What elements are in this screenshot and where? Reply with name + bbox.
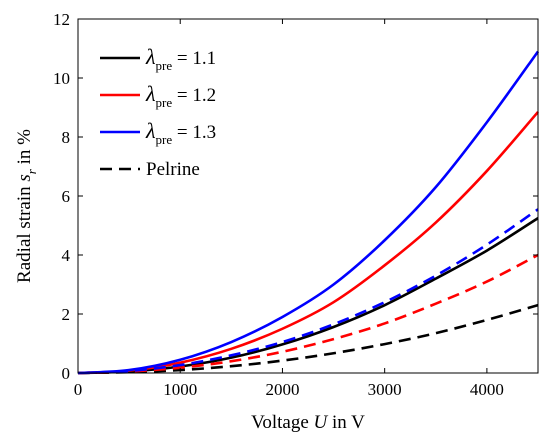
y-tick-label: 6 [62,187,71,206]
series-line-3 [77,50,540,375]
axis-tick-labels: 0 1000 2000 3000 4000 0 2 4 6 8 10 12 [53,10,504,399]
y-axis-label: Radial strain sr in % [14,129,39,283]
legend-label: λpre = 1.1 [145,44,216,73]
series-line-4 [77,303,539,375]
y-tick-label: 10 [53,69,70,88]
x-tick-label: 3000 [368,380,402,399]
series-line-1 [77,217,539,375]
legend-label: λpre = 1.2 [145,81,216,110]
legend-item: λpre = 1.1 [100,44,216,73]
y-tick-label: 0 [62,364,71,383]
legend-label: Pelrine [146,159,200,180]
axis-ticks [77,18,538,374]
series-line-6 [77,208,539,375]
y-tick-label: 2 [62,305,71,324]
legend-item: Pelrine [100,159,200,180]
plot-lines [77,50,540,375]
x-tick-label: 0 [74,380,83,399]
x-tick-label: 4000 [470,380,504,399]
y-axis-variable: s [14,174,35,181]
series-line-5 [77,253,539,375]
x-axis-variable: U [314,412,329,433]
x-tick-label: 2000 [265,380,299,399]
y-tick-label: 4 [62,246,71,265]
legend-item: λpre = 1.2 [100,81,216,110]
legend: λpre = 1.1 λpre = 1.2 λpre = 1.3 Pelrine [100,44,216,180]
legend-item: λpre = 1.3 [100,118,216,147]
legend-label: λpre = 1.3 [145,118,216,147]
x-tick-label: 1000 [163,380,197,399]
axes-frame [77,18,539,374]
x-axis-label: Voltage U in V [251,412,365,433]
y-axis-subscript: r [24,168,39,174]
y-tick-label: 12 [53,10,70,29]
y-tick-label: 8 [62,128,71,147]
